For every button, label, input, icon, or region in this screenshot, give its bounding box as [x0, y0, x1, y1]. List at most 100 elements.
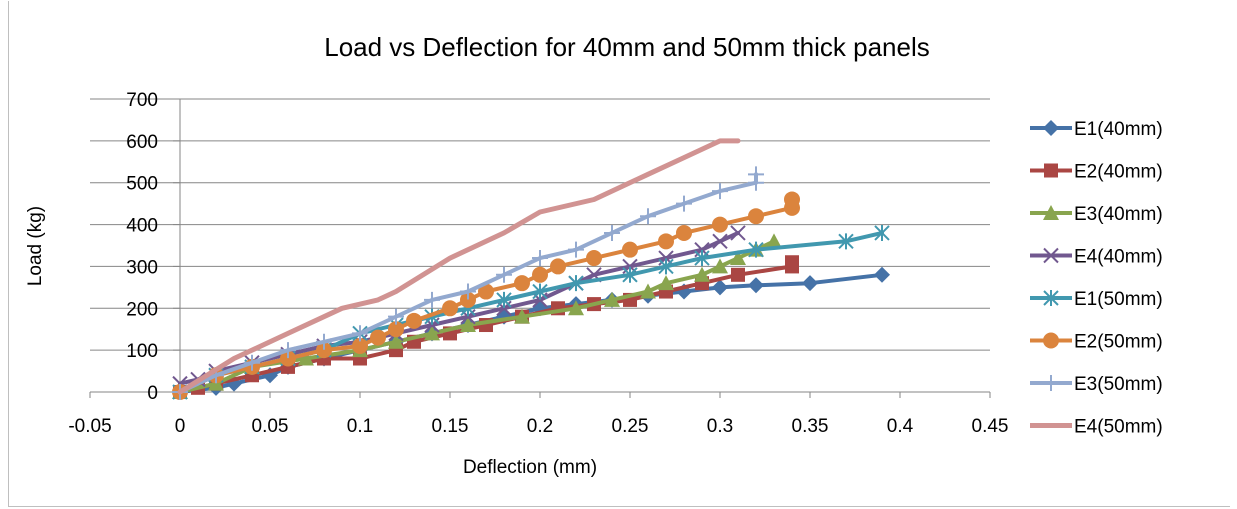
y-tick-label: 200: [126, 299, 158, 320]
data-point: [676, 224, 692, 241]
series-e2-50mm: [172, 191, 800, 400]
data-point: [748, 241, 764, 258]
legend-label: E3(40mm): [1074, 204, 1163, 225]
data-point: [658, 233, 674, 250]
data-point: [514, 275, 530, 292]
data-point: [298, 350, 314, 366]
data-point: [424, 325, 440, 341]
data-point: [316, 333, 332, 350]
data-point: [532, 266, 548, 283]
x-tick-label: 0.3: [707, 416, 733, 437]
data-point: [622, 266, 638, 283]
data-point: [460, 291, 476, 308]
data-point: [604, 224, 620, 241]
legend-item-e3-40mm: E3(40mm): [1030, 204, 1163, 225]
data-point: [568, 241, 584, 258]
gridlines: [90, 98, 990, 393]
data-point: [532, 283, 548, 300]
legend-label: E1(50mm): [1074, 289, 1163, 310]
y-tick-label: 500: [126, 174, 158, 195]
data-point: [748, 277, 764, 294]
x-tick-label: 0.2: [527, 416, 553, 437]
legend-label: E1(40mm): [1074, 119, 1163, 140]
y-axis-title: Load (kg): [25, 206, 46, 286]
data-point: [658, 275, 674, 291]
data-point: [766, 233, 782, 249]
data-point: [244, 354, 260, 371]
series-e4-50mm: [177, 138, 741, 395]
legend-label: E4(50mm): [1074, 417, 1163, 438]
y-tick-label: 100: [126, 341, 158, 362]
data-point: [352, 325, 368, 342]
data-point: [802, 275, 818, 292]
legend-marker: [1043, 205, 1059, 220]
y-tick-label: 300: [126, 257, 158, 278]
x-tick-label: 0.05: [252, 416, 289, 437]
data-point: [731, 267, 745, 282]
chart-frame: [8, 1, 1230, 507]
data-point: [604, 291, 620, 307]
data-point: [712, 183, 728, 200]
legend-marker: [1043, 290, 1059, 306]
data-point: [712, 216, 728, 233]
y-tick-label: 400: [126, 216, 158, 237]
data-point: [568, 275, 584, 292]
legend-item-e2-50mm: E2(50mm): [1030, 332, 1163, 353]
data-point: [586, 250, 602, 267]
data-point: [316, 342, 332, 359]
legend-marker: [1043, 375, 1059, 391]
data-point: [460, 317, 476, 333]
x-tick-label: 0.1: [347, 416, 373, 437]
x-axis-title: Deflection (mm): [463, 457, 597, 478]
data-point: [748, 208, 764, 225]
data-point: [622, 241, 638, 258]
legend-marker: [1043, 120, 1059, 136]
data-point: [712, 233, 728, 250]
legend-item-e3-50mm: E3(50mm): [1030, 374, 1163, 395]
legend-item-e1-40mm: E1(40mm): [1030, 119, 1163, 140]
data-point: [496, 266, 512, 283]
x-tick-labels: -0.05 0 0.05 0.1 0.15 0.2 0.25 0.3 0.35 0.4 0.45: [68, 416, 1008, 437]
axes: [89, 98, 991, 398]
legend-marker: [1043, 332, 1059, 349]
legend-label: E2(40mm): [1074, 162, 1163, 183]
data-point: [712, 258, 728, 274]
legend-label: E4(40mm): [1074, 247, 1163, 268]
data-point: [388, 308, 404, 325]
legend: E1(40mm) E2(40mm) E3(40mm) E4(40mm) E1(50mm)…: [1030, 119, 1163, 438]
data-point: [352, 337, 368, 354]
legend-marker: [1044, 163, 1058, 178]
data-point: [388, 333, 404, 349]
y-tick-label: 600: [126, 132, 158, 153]
data-point: [712, 279, 728, 296]
data-point: [676, 195, 692, 212]
x-tick-label: 0.15: [432, 416, 469, 437]
x-tick-label: 0.4: [887, 416, 914, 437]
data-point: [694, 266, 710, 282]
data-point: [550, 258, 566, 275]
y-tick-labels: 0 100 200 300 400 500 600 700: [126, 90, 158, 404]
data-point: [406, 312, 422, 329]
data-point: [370, 329, 386, 346]
legend-label: E3(50mm): [1074, 374, 1163, 395]
data-point: [640, 208, 656, 225]
data-point: [838, 233, 854, 250]
series-e1-50mm: [172, 224, 890, 400]
data-point: [785, 255, 799, 270]
data-point: [784, 191, 800, 208]
data-point: [460, 283, 476, 300]
legend-label: E2(50mm): [1074, 332, 1163, 353]
x-tick-label: 0: [175, 416, 186, 437]
legend-marker: [1043, 247, 1059, 264]
legend-item-e1-50mm: E1(50mm): [1030, 289, 1163, 310]
data-point: [532, 250, 548, 267]
data-point: [694, 250, 710, 267]
data-point: [280, 350, 296, 367]
data-point: [496, 291, 512, 308]
legend-item-e4-50mm: E4(50mm): [1030, 417, 1163, 438]
y-tick-label: 0: [147, 383, 158, 404]
data-point: [640, 283, 656, 299]
series-line-e4-50mm: [177, 138, 741, 395]
legend-item-e2-40mm: E2(40mm): [1030, 162, 1163, 183]
